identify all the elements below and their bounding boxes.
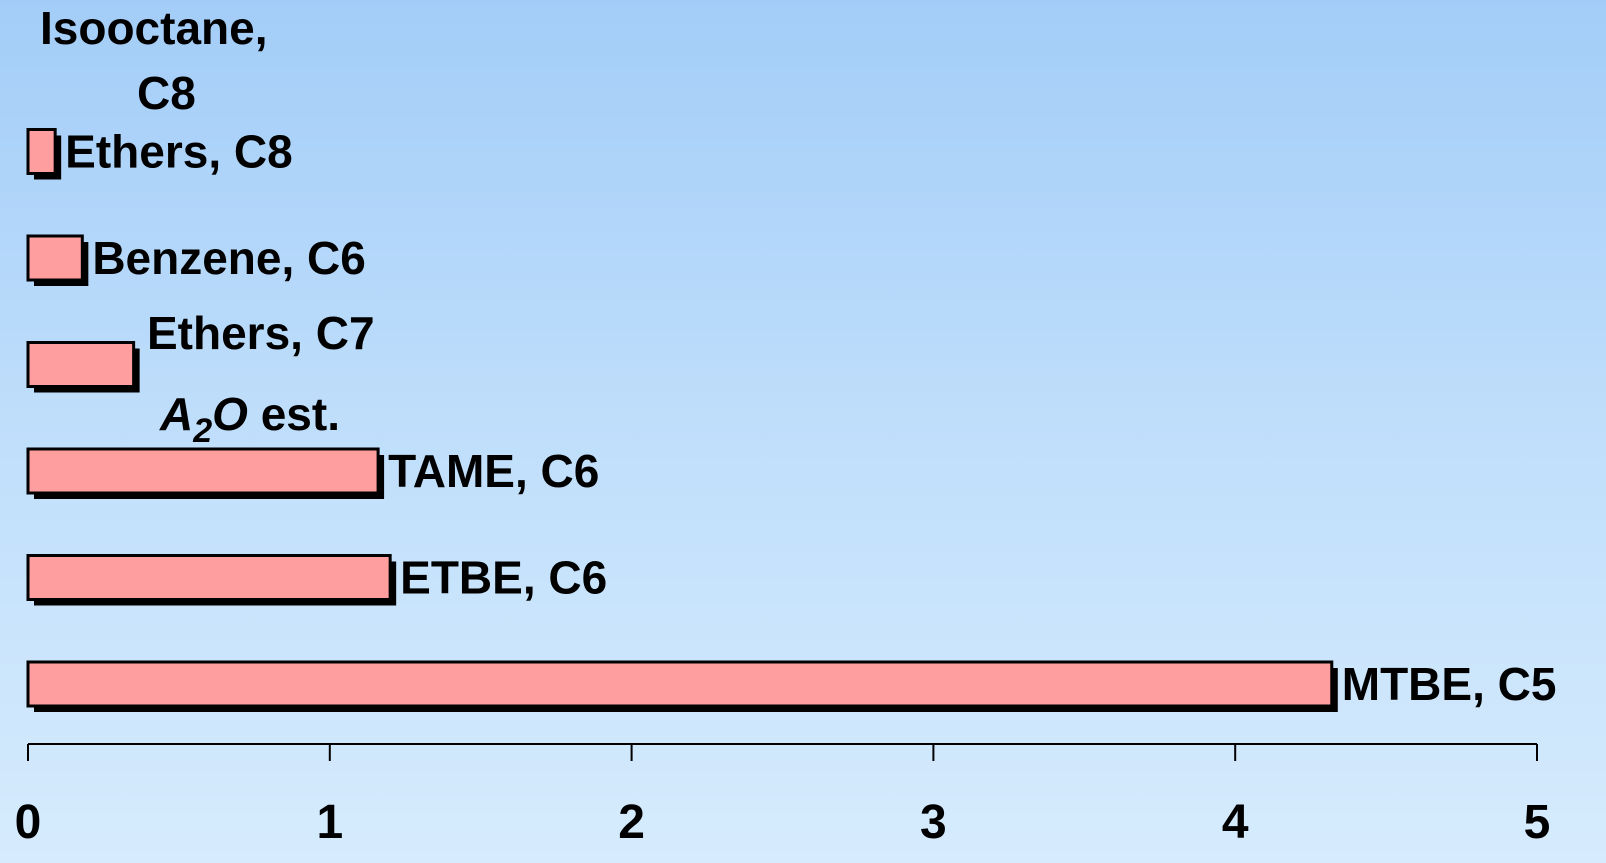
bar — [26, 660, 1334, 708]
x-tick-label: 4 — [1222, 796, 1249, 849]
x-tick-label: 0 — [15, 796, 42, 849]
category-label: ETBE, C6 — [400, 552, 607, 604]
bar — [26, 341, 136, 388]
bar — [26, 128, 57, 175]
x-tick-label: 5 — [1524, 796, 1551, 849]
x-axis: 0 1 2 3 4 5 — [15, 743, 1551, 849]
bar-group — [26, 341, 140, 393]
annotation-label: A2O est. — [159, 388, 340, 450]
bar — [26, 554, 392, 601]
category-labels: Isooctane, C8 Ethers, C8 Benzene, C6 Ethers,… — [40, 2, 1556, 710]
x-tick-label: 2 — [618, 796, 645, 849]
x-tick-label: 3 — [920, 796, 947, 849]
category-label: Isooctane, — [40, 2, 268, 54]
x-tick-label: 1 — [316, 796, 343, 849]
bars — [26, 128, 1338, 712]
category-label: C8 — [137, 67, 196, 119]
bar-group — [26, 447, 385, 499]
bar-group — [26, 554, 397, 606]
category-label: MTBE, C5 — [1342, 658, 1557, 710]
bar-group — [26, 660, 1338, 712]
bar-group — [26, 234, 89, 286]
bar — [26, 447, 380, 495]
category-label: Ethers, C7 — [147, 307, 375, 359]
bar — [26, 234, 84, 282]
category-label: Benzene, C6 — [92, 232, 366, 284]
category-label: Ethers, C8 — [65, 126, 293, 178]
category-label: TAME, C6 — [388, 445, 599, 497]
bar-group — [26, 128, 62, 180]
